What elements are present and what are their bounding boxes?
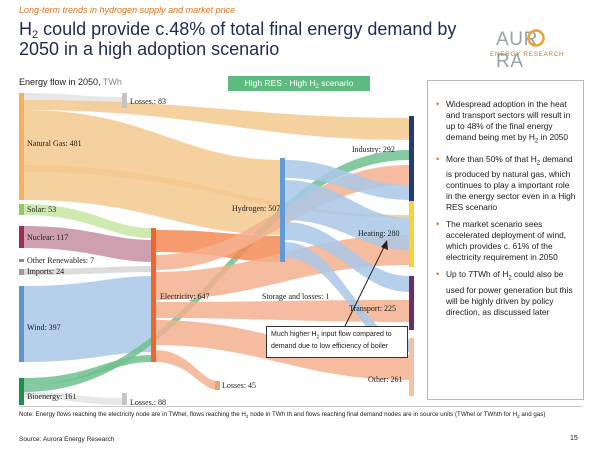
source-text: Source: Aurora Energy Research: [19, 436, 115, 443]
flow-electricity-transport: [155, 300, 409, 322]
node-heating: [409, 201, 414, 267]
label-losses-mid: Losses: 45: [222, 381, 256, 390]
logo-wordmark: AURRA: [496, 29, 538, 72]
node-hydrogen: [280, 158, 285, 262]
footer-divider: [19, 406, 582, 407]
logo-tagline: ENERGY RESEARCH: [490, 51, 565, 58]
label-wind: Wind: 397: [27, 323, 61, 332]
label-natural-gas: Natural Gas: 481: [27, 139, 82, 148]
node-solar: [19, 204, 24, 215]
flow-hydrogen-heating: [285, 180, 409, 250]
label-bioenergy: Bioenergy: 161: [27, 392, 76, 401]
label-storage: Storage and losses: 1: [262, 292, 329, 301]
page-title: H2 could provide c.48% of total final en…: [19, 19, 457, 59]
flow-bio-losses: [24, 392, 124, 405]
node-other: [409, 338, 414, 396]
bullet-item: Up to 7TWh of H2 could also be used for …: [434, 269, 577, 318]
label-other-renewables: Other Renewables: 7: [27, 256, 94, 265]
label-losses-top: Losses.: 83: [130, 97, 166, 106]
node-nuclear: [19, 226, 24, 248]
scenario-badge: High RES - High H2 scenario: [228, 76, 370, 91]
node-losses-mid: [215, 381, 220, 390]
flow-imports-electricity: [24, 266, 152, 275]
node-electricity: [151, 228, 156, 362]
flow-hydrogen-transport: [285, 222, 409, 292]
flow-nuclear-electricity: [24, 226, 152, 262]
flow-gas-heating: [24, 165, 409, 218]
bullet-item: Widespread adoption in the heat and tran…: [434, 99, 577, 148]
callout-arrow: [344, 240, 388, 327]
aurora-logo: AURRA ENERGY RESEARCH: [488, 20, 582, 72]
label-losses-bottom: Losses.: 88: [130, 398, 166, 407]
flow-gas-industry: [24, 100, 409, 140]
label-industry: Industry: 292: [352, 145, 395, 154]
node-losses-top: [122, 93, 127, 108]
label-transport: Transport: 225: [349, 304, 396, 313]
diagram-label: Energy flow in 2050, TWh: [19, 77, 122, 87]
node-losses-bottom: [122, 393, 127, 405]
commentary-panel: Widespread adoption in the heat and tran…: [427, 80, 584, 400]
label-heating: Heating: 280: [358, 229, 400, 238]
node-transport: [409, 276, 414, 330]
flow-solar-electricity: [24, 204, 152, 238]
bullet-item: More than 50% of that H2 demand is produ…: [434, 154, 577, 214]
footnote: Note: Energy flows reaching the electric…: [19, 411, 546, 420]
node-other-renewables: [19, 259, 24, 262]
node-bioenergy: [19, 378, 24, 405]
node-imports: [19, 269, 24, 275]
flow-electricity-losses: [155, 350, 218, 390]
logo-sun-icon: [527, 29, 545, 47]
label-electricity: Electricity: 647: [160, 292, 210, 301]
flow-gas-hydrogen: [24, 110, 282, 235]
kicker-text: Long-term trends in hydrogen supply and …: [19, 5, 236, 15]
label-other: Other: 261: [368, 375, 402, 384]
flow-hydrogen-industry: [285, 160, 409, 200]
label-imports: Imports: 24: [27, 267, 64, 276]
label-nuclear: Nuclear: 117: [27, 233, 68, 242]
bullet-item: The market scenario sees accelerated dep…: [434, 219, 577, 263]
callout-box: Much higher H2 input flow compared to de…: [266, 326, 408, 358]
flow-hydrogen-other: [285, 242, 409, 352]
node-industry: [409, 116, 414, 204]
label-solar: Solar: 53: [27, 205, 56, 214]
page-number: 15: [570, 435, 578, 442]
label-hydrogen: Hydrogen: 507: [232, 204, 280, 213]
node-wind: [19, 286, 24, 362]
flow-wind-electricity: [24, 276, 152, 362]
node-natural-gas: [19, 93, 24, 200]
